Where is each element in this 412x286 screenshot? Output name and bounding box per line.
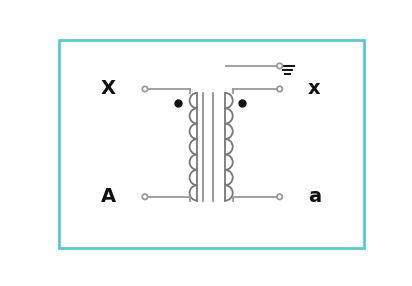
- Text: X: X: [101, 80, 115, 98]
- Circle shape: [277, 194, 282, 200]
- Circle shape: [277, 63, 282, 69]
- Circle shape: [142, 86, 147, 92]
- Text: A: A: [101, 187, 115, 206]
- Circle shape: [277, 86, 282, 92]
- Text: x: x: [308, 80, 321, 98]
- Circle shape: [142, 194, 147, 200]
- Text: a: a: [308, 187, 321, 206]
